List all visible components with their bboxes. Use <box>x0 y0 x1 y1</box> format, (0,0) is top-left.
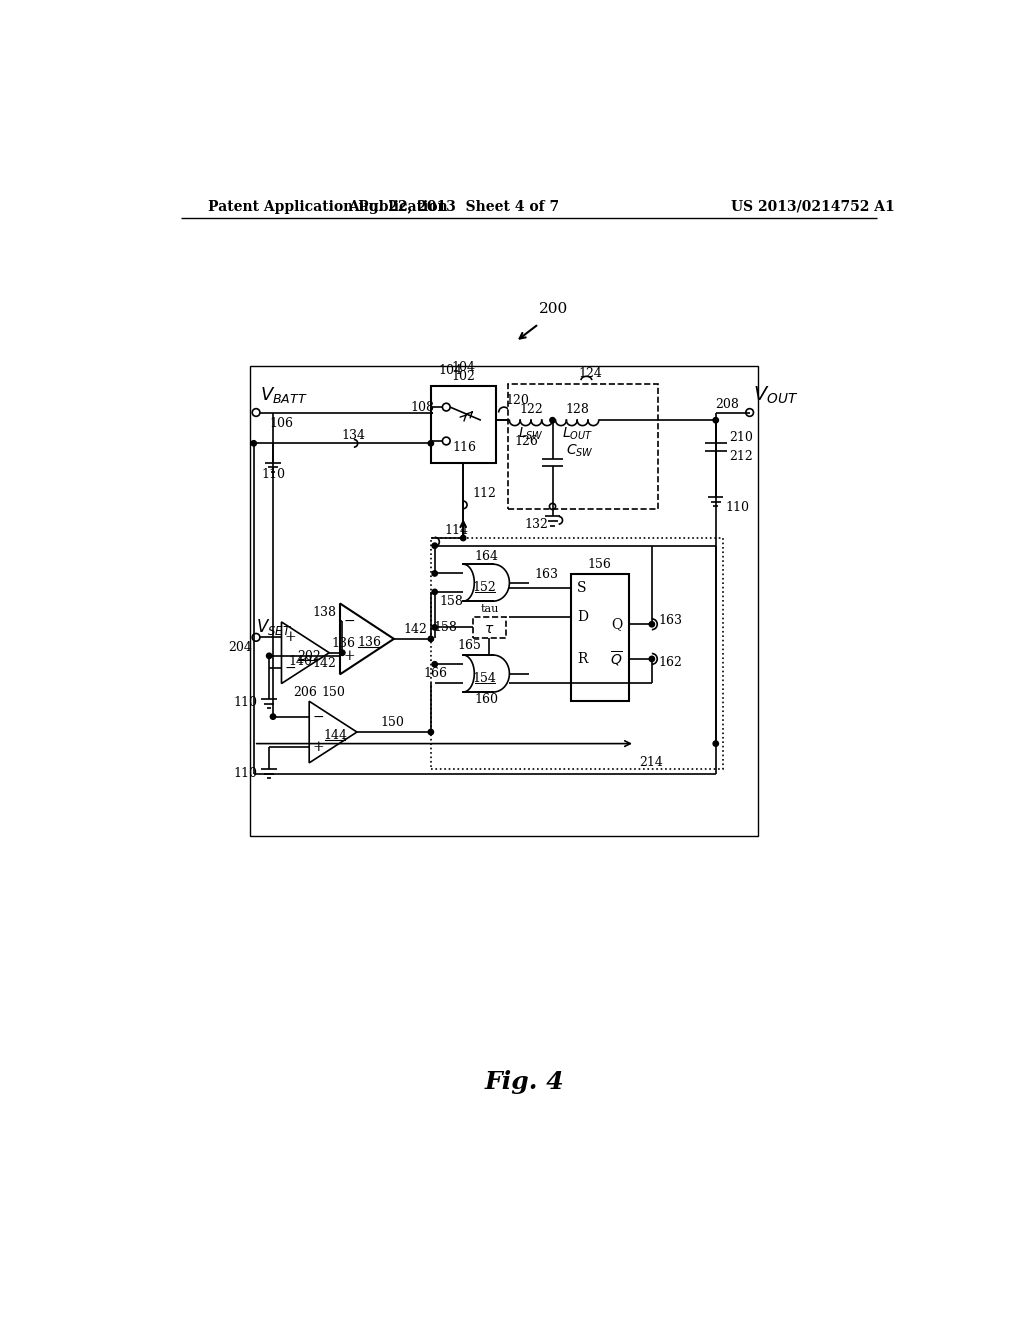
Text: 163: 163 <box>535 569 558 582</box>
Text: 212: 212 <box>730 450 754 463</box>
Text: 150: 150 <box>322 685 345 698</box>
Text: 116: 116 <box>453 441 476 454</box>
Text: 162: 162 <box>658 656 682 669</box>
Text: 152: 152 <box>472 581 496 594</box>
Text: $V_{SET}$: $V_{SET}$ <box>256 616 292 636</box>
Text: 110: 110 <box>261 467 286 480</box>
Circle shape <box>432 589 437 594</box>
Text: +: + <box>343 649 355 663</box>
Text: 126: 126 <box>515 436 539 449</box>
Circle shape <box>713 417 719 422</box>
Text: US 2013/0214752 A1: US 2013/0214752 A1 <box>731 199 895 214</box>
Text: 144: 144 <box>324 730 347 742</box>
Text: 122: 122 <box>519 403 543 416</box>
Text: 142: 142 <box>403 623 427 636</box>
Text: −: − <box>285 661 297 675</box>
Text: Aug. 22, 2013  Sheet 4 of 7: Aug. 22, 2013 Sheet 4 of 7 <box>348 199 559 214</box>
Text: 106: 106 <box>269 417 293 430</box>
Text: $V_{BATT}$: $V_{BATT}$ <box>260 385 308 405</box>
Text: $L_{SW}$: $L_{SW}$ <box>518 426 544 442</box>
Circle shape <box>266 653 271 659</box>
Circle shape <box>432 570 437 576</box>
Text: 210: 210 <box>730 430 754 444</box>
Text: $\tau$: $\tau$ <box>484 622 495 636</box>
Text: 134: 134 <box>342 429 366 442</box>
Text: −: − <box>343 614 355 628</box>
Text: 104: 104 <box>452 360 475 374</box>
Text: 124: 124 <box>579 367 602 380</box>
Bar <box>571 574 629 701</box>
Circle shape <box>432 661 437 667</box>
Text: 158: 158 <box>434 620 458 634</box>
Circle shape <box>251 441 256 446</box>
Circle shape <box>340 649 345 656</box>
Text: 108: 108 <box>411 400 435 413</box>
Text: 110: 110 <box>725 500 749 513</box>
Text: 120: 120 <box>506 395 529 408</box>
Text: 112: 112 <box>472 487 497 500</box>
Text: 136: 136 <box>357 636 381 649</box>
Circle shape <box>461 536 466 541</box>
Text: 204: 204 <box>228 640 252 653</box>
Text: 166: 166 <box>424 667 447 680</box>
Bar <box>250 367 758 836</box>
Text: D: D <box>578 610 588 623</box>
Text: 142: 142 <box>312 657 336 671</box>
Circle shape <box>428 441 433 446</box>
Text: tau: tau <box>480 603 499 614</box>
Text: 214: 214 <box>639 756 663 770</box>
Text: R: R <box>578 652 588 665</box>
Circle shape <box>432 543 437 548</box>
Text: 208: 208 <box>715 399 739 412</box>
Circle shape <box>713 741 719 746</box>
Text: 202: 202 <box>297 649 322 663</box>
Circle shape <box>270 714 275 719</box>
Text: 102: 102 <box>452 370 475 383</box>
Circle shape <box>428 730 433 735</box>
Text: 165: 165 <box>458 639 481 652</box>
Text: 160: 160 <box>474 693 499 706</box>
Text: −: − <box>312 710 325 723</box>
Bar <box>431 385 497 462</box>
Text: 163: 163 <box>658 614 682 627</box>
Text: $\overline{Q}$: $\overline{Q}$ <box>609 649 623 668</box>
Text: Fig. 4: Fig. 4 <box>485 1071 564 1094</box>
Text: 128: 128 <box>565 403 589 416</box>
Circle shape <box>550 417 555 422</box>
Text: 150: 150 <box>381 717 404 730</box>
Text: +: + <box>312 741 325 755</box>
Text: 110: 110 <box>233 767 258 780</box>
Text: 158: 158 <box>439 594 464 607</box>
Text: 104: 104 <box>438 363 462 376</box>
Text: 156: 156 <box>588 558 611 572</box>
Circle shape <box>428 636 433 642</box>
Circle shape <box>649 656 654 661</box>
Bar <box>431 539 724 770</box>
Text: 114: 114 <box>444 524 469 537</box>
Text: Q: Q <box>611 618 623 631</box>
Text: 138: 138 <box>312 606 336 619</box>
Text: 200: 200 <box>539 301 568 315</box>
Text: $C_{SW}$: $C_{SW}$ <box>566 442 594 459</box>
Text: Patent Application Publication: Patent Application Publication <box>208 199 447 214</box>
Text: 206: 206 <box>294 686 317 700</box>
Text: 136: 136 <box>331 638 355 649</box>
Bar <box>473 616 506 638</box>
Bar <box>508 384 658 508</box>
Text: $V_{OUT}$: $V_{OUT}$ <box>753 385 798 407</box>
Text: +: + <box>285 631 297 644</box>
Circle shape <box>649 622 654 627</box>
Circle shape <box>432 624 437 630</box>
Text: 132: 132 <box>524 519 549 532</box>
Text: 164: 164 <box>474 550 499 564</box>
Text: 110: 110 <box>233 696 258 709</box>
Text: 140: 140 <box>288 656 312 668</box>
Text: 154: 154 <box>472 672 496 685</box>
Text: S: S <box>578 581 587 595</box>
Text: $L_{OUT}$: $L_{OUT}$ <box>561 426 593 442</box>
